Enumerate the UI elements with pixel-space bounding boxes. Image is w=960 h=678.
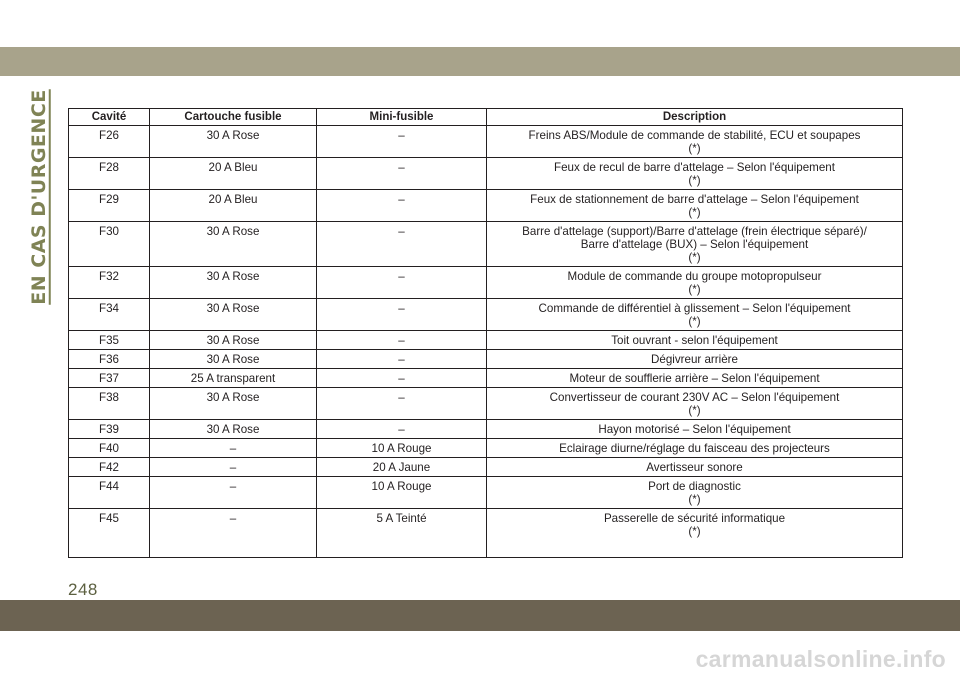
table-header-row: Cavité Cartouche fusible Mini-fusible De… bbox=[68, 108, 903, 126]
table-row: F28 20 A Bleu – Feux de recul de barre d… bbox=[68, 157, 903, 190]
cell-mini-fusible: – bbox=[316, 330, 487, 350]
cell-cavite: F45 bbox=[68, 508, 150, 558]
cell-cavite: F28 bbox=[68, 157, 150, 190]
cell-description: Eclairage diurne/réglage du faisceau des… bbox=[486, 438, 903, 458]
cell-mini-fusible: – bbox=[316, 266, 487, 299]
watermark: carmanualsonline.info bbox=[695, 646, 946, 672]
cell-cavite: F34 bbox=[68, 298, 150, 331]
table-row: F32 30 A Rose – Module de commande du gr… bbox=[68, 266, 903, 299]
cell-cartouche: – bbox=[149, 457, 317, 477]
table-row: F39 30 A Rose – Hayon motorisé – Selon l… bbox=[68, 419, 903, 439]
cell-cavite: F40 bbox=[68, 438, 150, 458]
cell-cavite: F29 bbox=[68, 189, 150, 222]
table-body: F26 30 A Rose – Freins ABS/Module de com… bbox=[68, 125, 903, 558]
cell-mini-fusible: 20 A Jaune bbox=[316, 457, 487, 477]
footer-band bbox=[0, 600, 960, 631]
cell-cartouche: – bbox=[149, 438, 317, 458]
cell-cavite: F26 bbox=[68, 125, 150, 158]
cell-cavite: F32 bbox=[68, 266, 150, 299]
section-title: EN CAS D'URGENCE bbox=[26, 89, 52, 305]
cell-cavite: F38 bbox=[68, 387, 150, 420]
table-row: F36 30 A Rose – Dégivreur arrière bbox=[68, 349, 903, 369]
cell-description: Moteur de soufflerie arrière – Selon l'é… bbox=[486, 368, 903, 388]
table-row: F35 30 A Rose – Toit ouvrant - selon l'é… bbox=[68, 330, 903, 350]
cell-description: Toit ouvrant - selon l'équipement bbox=[486, 330, 903, 350]
table-row: F42 – 20 A Jaune Avertisseur sonore bbox=[68, 457, 903, 477]
table-row: F26 30 A Rose – Freins ABS/Module de com… bbox=[68, 125, 903, 158]
cell-description: Dégivreur arrière bbox=[486, 349, 903, 369]
cell-cartouche: 20 A Bleu bbox=[149, 189, 317, 222]
cell-cavite: F37 bbox=[68, 368, 150, 388]
cell-cavite: F39 bbox=[68, 419, 150, 439]
cell-description: Commande de différentiel à glissement – … bbox=[486, 298, 903, 331]
cell-description: Feux de recul de barre d'attelage – Selo… bbox=[486, 157, 903, 190]
cell-cartouche: 30 A Rose bbox=[149, 330, 317, 350]
cell-cavite: F44 bbox=[68, 476, 150, 509]
cell-description: Passerelle de sécurité informatique (*) bbox=[486, 508, 903, 558]
cell-cartouche: 20 A Bleu bbox=[149, 157, 317, 190]
fuse-table: Cavité Cartouche fusible Mini-fusible De… bbox=[68, 108, 903, 558]
cell-description: Hayon motorisé – Selon l'équipement bbox=[486, 419, 903, 439]
header-cartouche-fusible: Cartouche fusible bbox=[149, 108, 317, 126]
cell-mini-fusible: 10 A Rouge bbox=[316, 476, 487, 509]
cell-mini-fusible: 10 A Rouge bbox=[316, 438, 487, 458]
cell-description: Avertisseur sonore bbox=[486, 457, 903, 477]
header-mini-fusible: Mini-fusible bbox=[316, 108, 487, 126]
table-row: F38 30 A Rose – Convertisseur de courant… bbox=[68, 387, 903, 420]
cell-mini-fusible: – bbox=[316, 387, 487, 420]
cell-mini-fusible: – bbox=[316, 419, 487, 439]
cell-cavite: F30 bbox=[68, 221, 150, 267]
cell-mini-fusible: – bbox=[316, 189, 487, 222]
header-description: Description bbox=[486, 108, 903, 126]
cell-description: Port de diagnostic (*) bbox=[486, 476, 903, 509]
cell-mini-fusible: – bbox=[316, 221, 487, 267]
cell-description: Freins ABS/Module de commande de stabili… bbox=[486, 125, 903, 158]
header-cavite: Cavité bbox=[68, 108, 150, 126]
cell-description: Barre d'attelage (support)/Barre d'attel… bbox=[486, 221, 903, 267]
table-row: F44 – 10 A Rouge Port de diagnostic (*) bbox=[68, 476, 903, 509]
table-row: F45 – 5 A Teinté Passerelle de sécurité … bbox=[68, 508, 903, 558]
section-title-text: EN CAS D'URGENCE bbox=[28, 89, 50, 305]
cell-cartouche: 30 A Rose bbox=[149, 125, 317, 158]
cell-description: Module de commande du groupe motopropuls… bbox=[486, 266, 903, 299]
cell-cartouche: 30 A Rose bbox=[149, 298, 317, 331]
page-number: 248 bbox=[68, 580, 98, 599]
cell-mini-fusible: – bbox=[316, 368, 487, 388]
cell-cartouche: 30 A Rose bbox=[149, 221, 317, 267]
cell-cavite: F35 bbox=[68, 330, 150, 350]
cell-mini-fusible: – bbox=[316, 157, 487, 190]
cell-cartouche: – bbox=[149, 508, 317, 558]
cell-cartouche: – bbox=[149, 476, 317, 509]
cell-cartouche: 30 A Rose bbox=[149, 419, 317, 439]
cell-mini-fusible: – bbox=[316, 349, 487, 369]
table-row: F29 20 A Bleu – Feux de stationnement de… bbox=[68, 189, 903, 222]
cell-mini-fusible: 5 A Teinté bbox=[316, 508, 487, 558]
table-row: F30 30 A Rose – Barre d'attelage (suppor… bbox=[68, 221, 903, 267]
cell-mini-fusible: – bbox=[316, 125, 487, 158]
table-row: F34 30 A Rose – Commande de différentiel… bbox=[68, 298, 903, 331]
cell-cartouche: 30 A Rose bbox=[149, 387, 317, 420]
header-band bbox=[0, 47, 960, 76]
cell-cartouche: 30 A Rose bbox=[149, 349, 317, 369]
cell-cavite: F42 bbox=[68, 457, 150, 477]
cell-cartouche: 25 A transparent bbox=[149, 368, 317, 388]
cell-cavite: F36 bbox=[68, 349, 150, 369]
cell-description: Convertisseur de courant 230V AC – Selon… bbox=[486, 387, 903, 420]
cell-mini-fusible: – bbox=[316, 298, 487, 331]
cell-cartouche: 30 A Rose bbox=[149, 266, 317, 299]
cell-description: Feux de stationnement de barre d'attelag… bbox=[486, 189, 903, 222]
table-row: F37 25 A transparent – Moteur de souffle… bbox=[68, 368, 903, 388]
table-row: F40 – 10 A Rouge Eclairage diurne/réglag… bbox=[68, 438, 903, 458]
